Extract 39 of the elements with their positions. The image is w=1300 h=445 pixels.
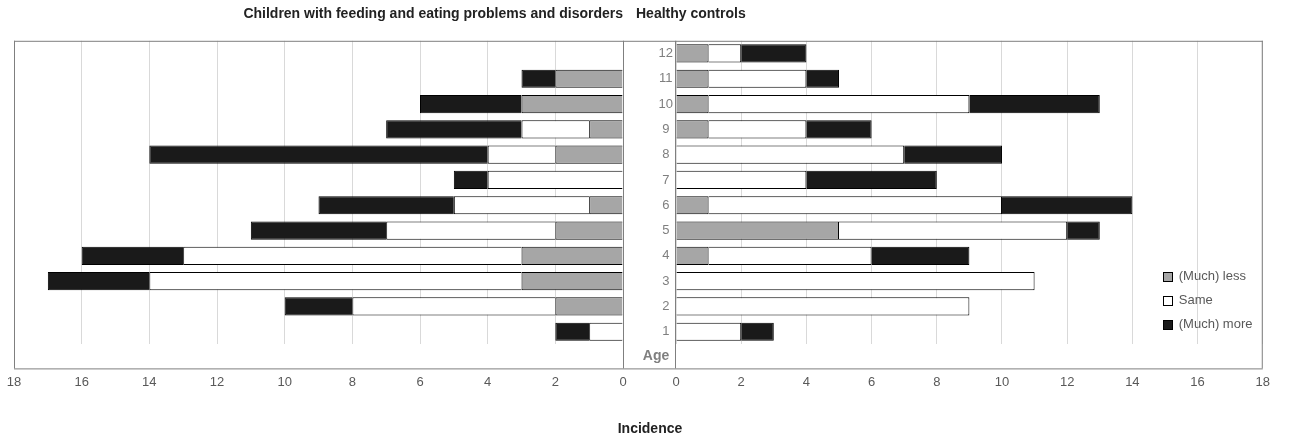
y-tick-label: 5 [662,222,670,238]
x-tick-label: 2 [737,373,745,389]
x-axis-title: Incidence [616,420,684,436]
x-tick-label: 14 [142,373,157,389]
x-tick-label: 12 [209,373,225,389]
x-tick-label: 12 [1059,373,1075,389]
y-tick-label: 3 [662,272,670,288]
x-tick-label: 18 [1255,373,1270,389]
chart-title: Healthy controls [636,5,746,22]
x-tick-label: 16 [1190,373,1205,389]
x-tick-label: 6 [416,373,424,389]
x-tick-label: 0 [619,373,627,389]
x-tick-label: 10 [277,373,292,389]
y-tick-label: 8 [662,146,670,162]
x-tick-label: 4 [802,373,811,389]
y-tick-label: 4 [662,247,670,263]
chart-title: Children with feeding and eating problems and disorders [243,5,624,22]
x-tick-label: 8 [933,373,941,389]
legend-label: (Much) more [1178,316,1253,332]
text: Same [1178,292,1213,308]
legend-label: (Much) less [1178,268,1246,284]
x-tick-label: 10 [994,373,1010,389]
x-tick-label: 8 [348,373,356,389]
x-tick-label: 6 [867,373,876,389]
x-tick-label: 14 [1125,373,1140,389]
y-tick-label: 7 [662,171,670,187]
x-tick-label: 18 [6,373,22,389]
y-axis-title: Age [642,347,670,364]
x-tick-label: 2 [551,373,559,389]
y-tick-label: 6 [662,196,670,212]
y-tick-label: 9 [662,120,670,136]
y-tick-label: 2 [662,298,670,314]
y-tick-label: 10 [658,95,673,111]
y-tick-label: 12 [658,45,673,61]
y-tick-label: 11 [659,70,673,86]
x-tick-label: 0 [672,373,680,389]
x-tick-label: 16 [74,373,89,389]
y-tick-label: 1 [662,323,670,339]
x-tick-label: 4 [484,373,492,389]
